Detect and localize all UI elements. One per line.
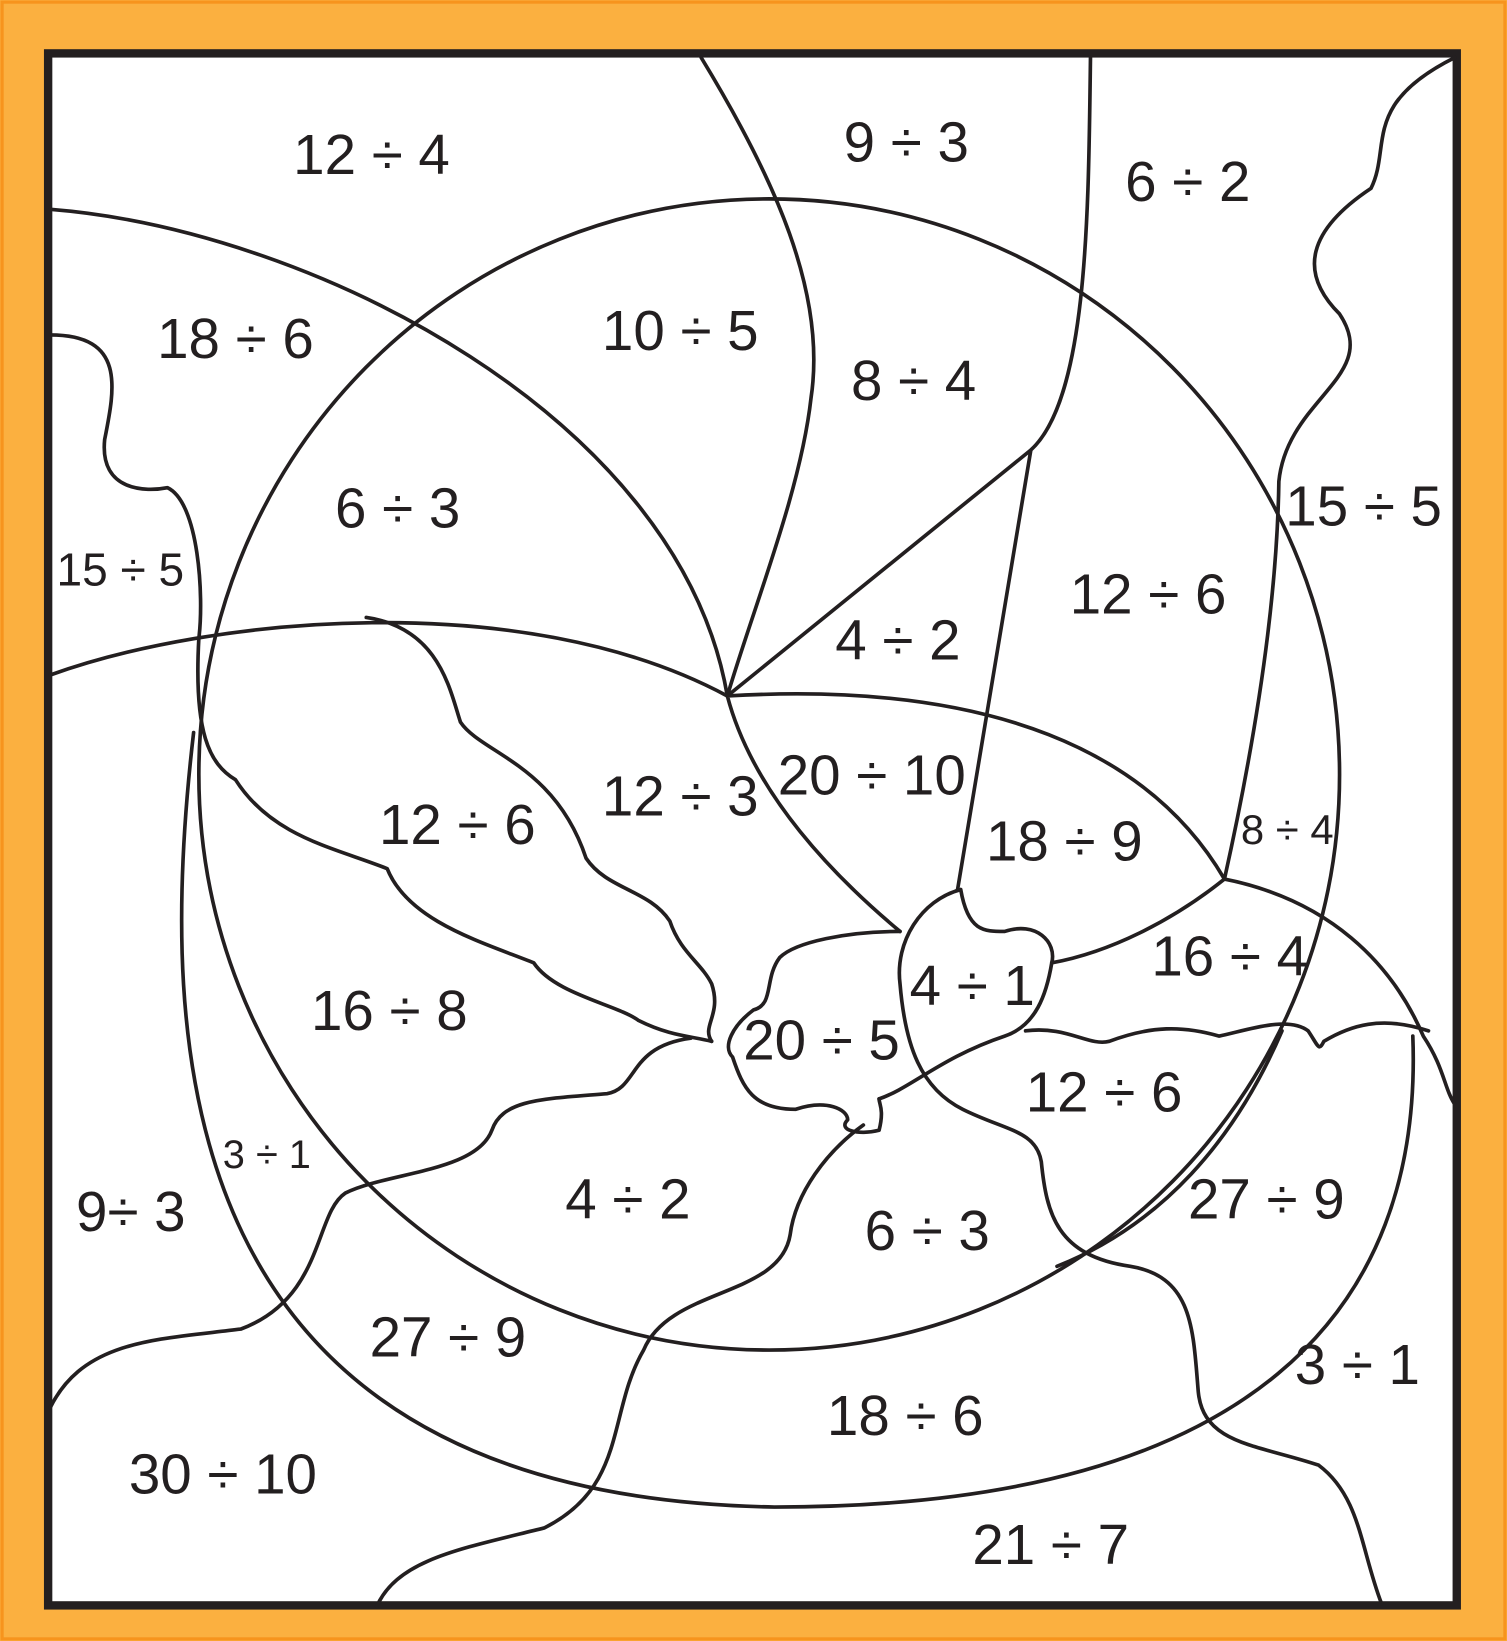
division-label: 15 ÷ 5 [57, 544, 185, 596]
division-label: 3 ÷ 1 [1295, 1333, 1420, 1396]
division-label: 27 ÷ 9 [1188, 1167, 1345, 1230]
division-label: 12 ÷ 6 [1026, 1061, 1183, 1124]
division-label: 10 ÷ 5 [602, 299, 759, 362]
division-label: 16 ÷ 4 [1151, 925, 1308, 988]
division-label: 18 ÷ 6 [157, 307, 314, 370]
division-label: 4 ÷ 2 [565, 1167, 690, 1230]
division-label: 12 ÷ 6 [1070, 563, 1227, 626]
division-label: 3 ÷ 1 [223, 1133, 311, 1177]
division-label: 12 ÷ 4 [293, 123, 450, 186]
division-label: 30 ÷ 10 [129, 1443, 317, 1506]
division-label: 15 ÷ 5 [1285, 475, 1442, 538]
division-label: 12 ÷ 6 [379, 793, 536, 856]
division-label: 6 ÷ 3 [865, 1199, 990, 1262]
division-label: 4 ÷ 2 [835, 609, 960, 672]
division-label: 27 ÷ 9 [370, 1306, 527, 1369]
division-label: 6 ÷ 3 [335, 477, 460, 540]
division-label: 8 ÷ 4 [851, 349, 976, 412]
division-label: 20 ÷ 10 [778, 744, 966, 807]
division-label: 21 ÷ 7 [972, 1513, 1129, 1576]
division-label: 20 ÷ 5 [743, 1008, 900, 1071]
division-label: 12 ÷ 3 [602, 765, 759, 828]
division-label: 6 ÷ 2 [1125, 150, 1250, 213]
division-label: 16 ÷ 8 [311, 979, 468, 1042]
worksheet: 12 ÷ 4 9 ÷ 3 6 ÷ 2 18 ÷ 6 10 ÷ 5 8 ÷ 4 6 ÷ 3 15… [0, 0, 1507, 1641]
division-label: 4 ÷ 1 [910, 954, 1035, 1017]
page: {"labels": ["12 ÷ 4", "9 ÷ 3", "6 ÷ 2", … [0, 0, 1507, 1641]
division-label: 9 ÷ 3 [844, 110, 969, 173]
division-label: 18 ÷ 6 [827, 1384, 984, 1447]
division-label: 8 ÷ 4 [1241, 806, 1334, 853]
division-label: 9÷ 3 [76, 1180, 186, 1243]
division-label: 18 ÷ 9 [986, 810, 1143, 873]
